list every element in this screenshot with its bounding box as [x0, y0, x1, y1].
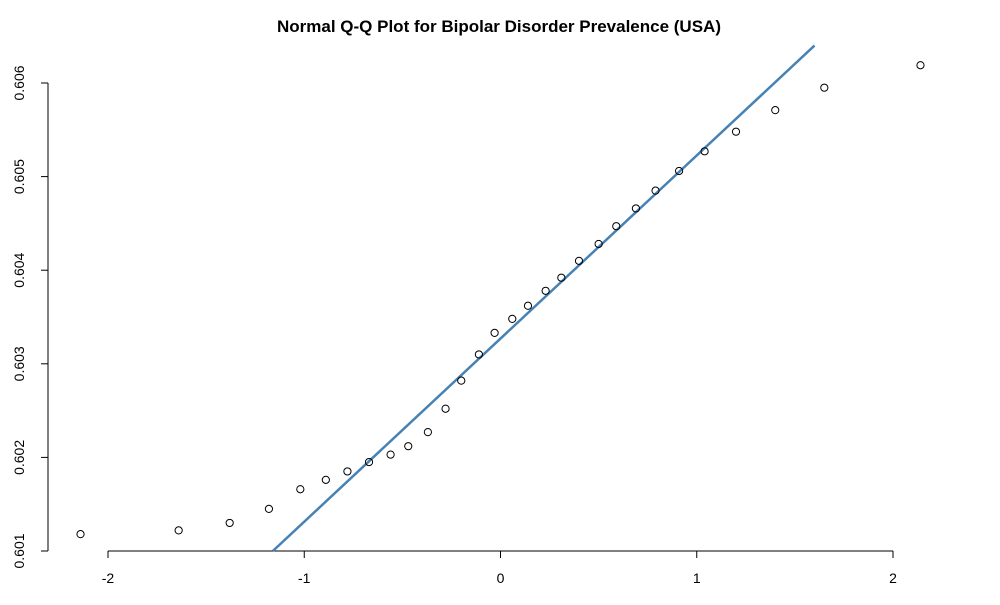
x-tick-label: 2	[889, 570, 897, 586]
qq-reference-line	[271, 44, 816, 552]
data-point	[731, 127, 741, 136]
y-axis: 0.601 0.602 0.603 0.604 0.605 0.606	[11, 65, 49, 569]
data-point	[364, 457, 374, 467]
x-axis: -2 -1 0 1 2	[102, 550, 897, 586]
data-point	[574, 256, 584, 265]
x-tick-label: 1	[693, 570, 701, 586]
data-point	[651, 186, 660, 195]
data-point	[76, 530, 85, 539]
data-point	[490, 328, 499, 338]
y-tick-label: 0.606	[11, 65, 27, 100]
y-tick-label: 0.604	[11, 252, 27, 287]
data-point	[225, 518, 234, 528]
data-point	[541, 286, 550, 295]
data-point	[523, 301, 533, 310]
data-point	[771, 106, 780, 115]
data-point	[820, 83, 829, 92]
data-point	[404, 442, 413, 451]
data-point	[457, 376, 466, 385]
data-point	[594, 239, 603, 249]
data-point	[674, 166, 684, 176]
data-point	[631, 204, 641, 213]
data-point	[264, 504, 274, 513]
data-point	[423, 428, 432, 437]
data-point	[441, 404, 450, 413]
chart-title: Normal Q-Q Plot for Bipolar Disorder Pre…	[277, 17, 721, 36]
data-point	[612, 222, 621, 231]
data-point	[700, 147, 709, 156]
y-tick-label: 0.605	[11, 159, 27, 194]
x-tick-label: -1	[298, 570, 311, 586]
data-point	[916, 61, 925, 70]
data-point	[321, 475, 330, 484]
x-tick-label: -2	[102, 570, 115, 586]
reference-line-group	[271, 44, 816, 552]
data-point	[386, 450, 395, 459]
y-tick-label: 0.601	[11, 533, 27, 568]
x-tick-label: 0	[497, 570, 505, 586]
data-point	[557, 273, 566, 282]
data-point	[474, 350, 484, 359]
data-points	[76, 61, 925, 539]
data-point	[174, 526, 183, 535]
y-tick-label: 0.602	[11, 440, 27, 475]
data-point	[296, 485, 305, 494]
y-tick-label: 0.603	[11, 346, 27, 381]
data-point	[508, 314, 517, 323]
data-point	[343, 467, 352, 476]
